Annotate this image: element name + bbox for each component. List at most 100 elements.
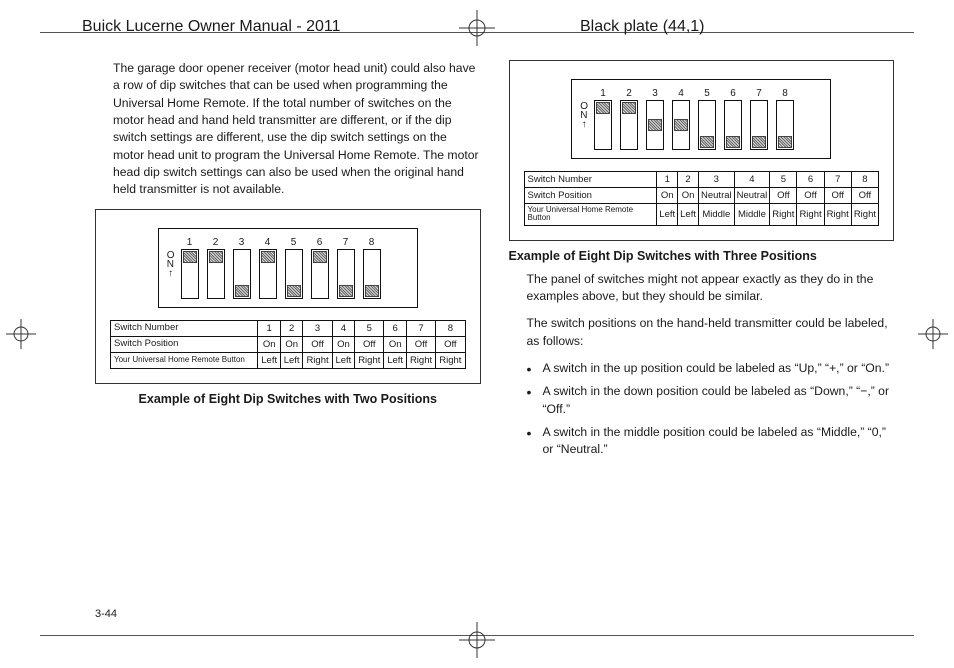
row-label: Switch Number bbox=[524, 172, 657, 188]
slot-number: 6 bbox=[317, 237, 323, 248]
page-body: The garage door opener receiver (motor h… bbox=[95, 60, 894, 618]
slot-track bbox=[285, 249, 303, 299]
on-text: ON bbox=[167, 251, 175, 269]
slot-knob bbox=[365, 285, 379, 297]
left-column: The garage door opener receiver (motor h… bbox=[95, 60, 481, 618]
switch-panel-three: ON ↑ 1 2 3 4 5 6 7 8 bbox=[571, 79, 831, 159]
figure-three-position: ON ↑ 1 2 3 4 5 6 7 8 Switch Number 1 2 3 4 5 6 … bbox=[509, 60, 895, 241]
dip-slot: 3 bbox=[644, 88, 666, 150]
row-label: Switch Position bbox=[111, 336, 258, 352]
slot-track bbox=[724, 100, 742, 150]
manual-title: Buick Lucerne Owner Manual - 2011 bbox=[82, 18, 341, 36]
para-labeled: The switch positions on the hand-held tr… bbox=[527, 315, 895, 350]
slot-number: 7 bbox=[756, 88, 762, 99]
slot-number: 1 bbox=[187, 237, 193, 248]
dip-slot: 6 bbox=[309, 237, 331, 299]
slot-knob bbox=[261, 251, 275, 263]
slot-knob bbox=[752, 136, 766, 148]
slot-number: 2 bbox=[626, 88, 632, 99]
slot-track bbox=[207, 249, 225, 299]
bullet-list: A switch in the up position could be lab… bbox=[527, 360, 895, 459]
slot-knob bbox=[674, 119, 688, 131]
slot-track bbox=[698, 100, 716, 150]
dip-slot: 1 bbox=[592, 88, 614, 150]
on-text: ON bbox=[580, 102, 588, 120]
slot-knob bbox=[313, 251, 327, 263]
dip-slot: 5 bbox=[283, 237, 305, 299]
row-label: Your Universal Home Remote Button bbox=[111, 352, 258, 368]
bullet-item: A switch in the up position could be lab… bbox=[527, 360, 895, 377]
slot-track bbox=[337, 249, 355, 299]
up-arrow-icon: ↑ bbox=[168, 269, 173, 279]
slot-knob bbox=[726, 136, 740, 148]
registration-mark-bottom bbox=[459, 622, 495, 658]
registration-mark-top bbox=[459, 10, 495, 46]
slot-track bbox=[259, 249, 277, 299]
up-arrow-icon: ↑ bbox=[582, 120, 587, 130]
dip-slot: 4 bbox=[257, 237, 279, 299]
slot-track bbox=[181, 249, 199, 299]
slot-knob bbox=[183, 251, 197, 263]
dip-table-three: Switch Number 1 2 3 4 5 6 7 8 Switch Pos… bbox=[524, 171, 880, 226]
slot-number: 5 bbox=[291, 237, 297, 248]
slot-number: 4 bbox=[678, 88, 684, 99]
dip-slot: 8 bbox=[361, 237, 383, 299]
bullet-item: A switch in the down position could be l… bbox=[527, 383, 895, 418]
figure-two-position: ON ↑ 1 2 3 4 5 6 7 8 Switch Number 1 2 3 4 5 6 … bbox=[95, 209, 481, 384]
on-label: ON ↑ bbox=[580, 102, 588, 130]
slot-number: 7 bbox=[343, 237, 349, 248]
para-similar: The panel of switches might not appear e… bbox=[527, 271, 895, 306]
dip-slot: 3 bbox=[231, 237, 253, 299]
row-label: Switch Position bbox=[524, 188, 657, 204]
row-label: Your Universal Home Remote Button bbox=[524, 204, 657, 226]
slot-knob bbox=[622, 102, 636, 114]
switch-panel-two: ON ↑ 1 2 3 4 5 6 7 8 bbox=[158, 228, 418, 308]
dip-slot: 7 bbox=[335, 237, 357, 299]
dip-table-two: Switch Number 1 2 3 4 5 6 7 8 Switch Pos… bbox=[110, 320, 466, 369]
on-label: ON ↑ bbox=[167, 251, 175, 279]
slot-knob bbox=[235, 285, 249, 297]
slot-knob bbox=[596, 102, 610, 114]
slot-number: 3 bbox=[239, 237, 245, 248]
dip-slot: 7 bbox=[748, 88, 770, 150]
bullet-item: A switch in the middle position could be… bbox=[527, 424, 895, 459]
right-column: ON ↑ 1 2 3 4 5 6 7 8 Switch Number 1 2 3 4 5 6 … bbox=[509, 60, 895, 618]
registration-mark-left bbox=[6, 319, 36, 349]
slot-knob bbox=[209, 251, 223, 263]
slot-number: 4 bbox=[265, 237, 271, 248]
intro-paragraph: The garage door opener receiver (motor h… bbox=[113, 60, 481, 199]
dip-slot: 1 bbox=[179, 237, 201, 299]
slot-number: 6 bbox=[730, 88, 736, 99]
slot-knob bbox=[648, 119, 662, 131]
caption-three-position: Example of Eight Dip Switches with Three… bbox=[509, 249, 895, 263]
slot-knob bbox=[287, 285, 301, 297]
slot-track bbox=[672, 100, 690, 150]
slot-track bbox=[646, 100, 664, 150]
row-label: Switch Number bbox=[111, 320, 258, 336]
dip-slot: 2 bbox=[618, 88, 640, 150]
slot-number: 8 bbox=[782, 88, 788, 99]
slot-number: 2 bbox=[213, 237, 219, 248]
registration-mark-right bbox=[918, 319, 948, 349]
caption-two-position: Example of Eight Dip Switches with Two P… bbox=[95, 392, 481, 406]
dip-slot: 6 bbox=[722, 88, 744, 150]
dip-slot: 5 bbox=[696, 88, 718, 150]
slot-knob bbox=[339, 285, 353, 297]
slot-number: 3 bbox=[652, 88, 658, 99]
slot-track bbox=[776, 100, 794, 150]
dip-slot: 2 bbox=[205, 237, 227, 299]
slot-knob bbox=[778, 136, 792, 148]
slot-number: 5 bbox=[704, 88, 710, 99]
page-number: 3-44 bbox=[95, 608, 117, 620]
slot-track bbox=[311, 249, 329, 299]
slot-track bbox=[750, 100, 768, 150]
slot-number: 8 bbox=[369, 237, 375, 248]
slot-number: 1 bbox=[600, 88, 606, 99]
plate-text: Black plate (44,1) bbox=[580, 18, 705, 36]
slot-track bbox=[233, 249, 251, 299]
slot-track bbox=[594, 100, 612, 150]
dip-slot: 4 bbox=[670, 88, 692, 150]
dip-slot: 8 bbox=[774, 88, 796, 150]
slot-track bbox=[620, 100, 638, 150]
slot-knob bbox=[700, 136, 714, 148]
